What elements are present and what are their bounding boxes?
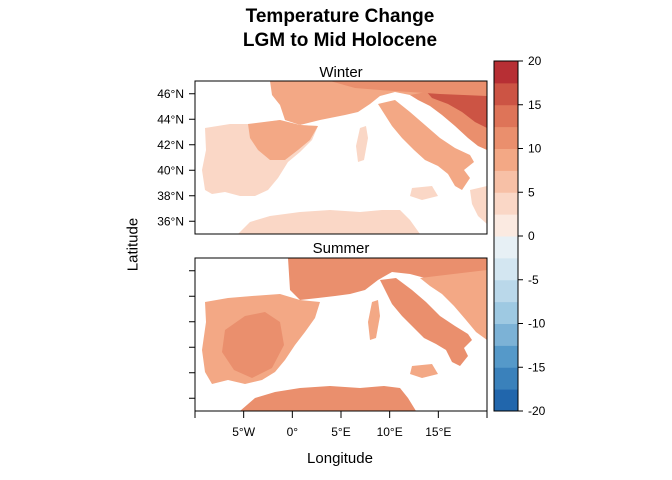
colorbar-segment (494, 323, 518, 346)
colorbar-segment (494, 301, 518, 324)
winter-land-sicily (410, 186, 438, 200)
x-tick-label: 5°E (331, 425, 350, 439)
colorbar-tick-label: -10 (528, 317, 546, 331)
colorbar-tick-label: 15 (528, 98, 542, 112)
colorbar: 20 15 10 5 0 -5 -10 -15 -20 (493, 54, 546, 418)
x-axis-label: Longitude (307, 450, 373, 467)
colorbar-tick-label: -15 (528, 360, 546, 374)
winter-land-italy (378, 100, 474, 190)
winter-land-iberia-east (248, 120, 318, 160)
winter-land-corsica (356, 126, 368, 162)
x-tick-label: 5°W (232, 425, 255, 439)
colorbar-segment (494, 170, 518, 193)
y-tick-label: 44°N (157, 112, 184, 126)
y-tick-label: 36°N (157, 214, 184, 228)
summer-panel (194, 257, 488, 412)
winter-panel (194, 80, 488, 235)
colorbar-segment (494, 345, 518, 368)
colorbar-segment (494, 61, 518, 84)
colorbar-segment (494, 148, 518, 171)
y-axis-ticks-summer (189, 270, 195, 399)
colorbar-segment (494, 126, 518, 149)
colorbar-tick-label: 0 (528, 229, 535, 243)
summer-land-iberia-core (222, 312, 284, 378)
y-tick-label: 38°N (157, 189, 184, 203)
colorbar-segment (494, 104, 518, 128)
x-tick-label: 10°E (377, 425, 403, 439)
winter-land-greece (470, 186, 487, 224)
colorbar-segment (494, 389, 518, 412)
summer-land-africa (240, 386, 416, 411)
panel-title-summer: Summer (312, 240, 370, 257)
y-tick-label: 40°N (157, 163, 184, 177)
y-axis-ticks-winter: 46°N 44°N 42°N 40°N 38°N 36°N (157, 87, 195, 228)
figure-title-line1: Temperature Change (245, 6, 435, 27)
colorbar-segment (494, 257, 518, 281)
colorbar-segment (494, 367, 518, 390)
y-tick-label: 46°N (157, 87, 184, 101)
x-tick-label: 0° (287, 425, 299, 439)
summer-land-balkans (420, 270, 487, 340)
colorbar-segment (494, 214, 518, 237)
panel-title-winter: Winter (319, 64, 363, 81)
colorbar-tick-label: 5 (528, 185, 535, 199)
colorbar-tick-label: 10 (528, 142, 542, 156)
figure-title-line2: LGM to Mid Holocene (242, 30, 438, 51)
summer-land-corsica (368, 300, 380, 340)
colorbar-segment (494, 82, 518, 106)
winter-frame (194, 80, 488, 235)
colorbar-segment (494, 192, 518, 215)
summer-land-sicily (410, 364, 438, 378)
colorbar-tick-label: -20 (528, 404, 546, 418)
colorbar-segment (494, 236, 518, 259)
summer-land-north (288, 258, 487, 300)
y-tick-label: 42°N (157, 138, 184, 152)
colorbar-segment (494, 279, 518, 303)
winter-land-africa (238, 210, 420, 234)
winter-land-alps (330, 81, 487, 96)
x-tick-label: 15°E (425, 425, 451, 439)
colorbar-tick-label: -5 (528, 273, 539, 287)
colorbar-tick-label: 20 (528, 54, 542, 68)
x-axis-ticks: 5°W 0° 5°E 10°E 15°E (194, 410, 488, 439)
summer-land-italy (380, 278, 472, 366)
